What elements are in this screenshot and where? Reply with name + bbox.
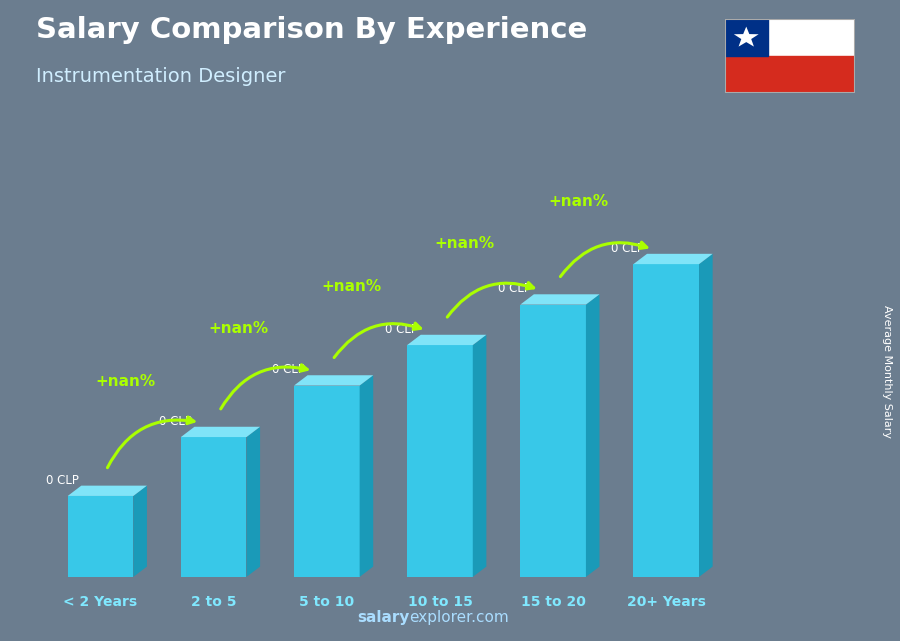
Text: 0 CLP: 0 CLP bbox=[499, 283, 531, 296]
Bar bbox=[724, 19, 768, 56]
Text: +nan%: +nan% bbox=[95, 374, 156, 389]
Text: +nan%: +nan% bbox=[209, 321, 268, 336]
Text: explorer.com: explorer.com bbox=[410, 610, 509, 625]
Text: 0 CLP: 0 CLP bbox=[158, 415, 192, 428]
Polygon shape bbox=[133, 486, 147, 577]
Text: Average Monthly Salary: Average Monthly Salary bbox=[881, 305, 892, 438]
Text: 15 to 20: 15 to 20 bbox=[521, 595, 586, 610]
Text: 20+ Years: 20+ Years bbox=[626, 595, 706, 610]
Text: +nan%: +nan% bbox=[321, 279, 382, 294]
Text: Instrumentation Designer: Instrumentation Designer bbox=[36, 67, 285, 87]
Text: 2 to 5: 2 to 5 bbox=[191, 595, 237, 610]
Polygon shape bbox=[472, 335, 486, 577]
Polygon shape bbox=[360, 375, 373, 577]
Polygon shape bbox=[634, 254, 713, 264]
Polygon shape bbox=[247, 427, 260, 577]
Polygon shape bbox=[520, 304, 586, 577]
Polygon shape bbox=[68, 496, 133, 577]
Polygon shape bbox=[407, 335, 486, 345]
Polygon shape bbox=[294, 385, 360, 577]
Text: 0 CLP: 0 CLP bbox=[385, 323, 418, 336]
Polygon shape bbox=[520, 294, 599, 304]
Polygon shape bbox=[634, 264, 699, 577]
Text: +nan%: +nan% bbox=[435, 237, 495, 251]
Polygon shape bbox=[586, 294, 599, 577]
Polygon shape bbox=[181, 427, 260, 437]
Text: 0 CLP: 0 CLP bbox=[46, 474, 78, 487]
Polygon shape bbox=[68, 486, 147, 496]
Text: 0 CLP: 0 CLP bbox=[611, 242, 644, 255]
Polygon shape bbox=[699, 254, 713, 577]
Text: < 2 Years: < 2 Years bbox=[64, 595, 138, 610]
Text: 10 to 15: 10 to 15 bbox=[408, 595, 472, 610]
Text: 5 to 10: 5 to 10 bbox=[300, 595, 355, 610]
Polygon shape bbox=[734, 26, 759, 47]
Bar bbox=[768, 19, 855, 56]
Text: +nan%: +nan% bbox=[548, 194, 608, 209]
Text: 0 CLP: 0 CLP bbox=[272, 363, 305, 376]
Polygon shape bbox=[294, 375, 374, 385]
Bar bbox=[724, 56, 855, 93]
Polygon shape bbox=[181, 437, 247, 577]
Text: salary: salary bbox=[357, 610, 410, 625]
Polygon shape bbox=[407, 345, 472, 577]
Text: Salary Comparison By Experience: Salary Comparison By Experience bbox=[36, 16, 587, 44]
